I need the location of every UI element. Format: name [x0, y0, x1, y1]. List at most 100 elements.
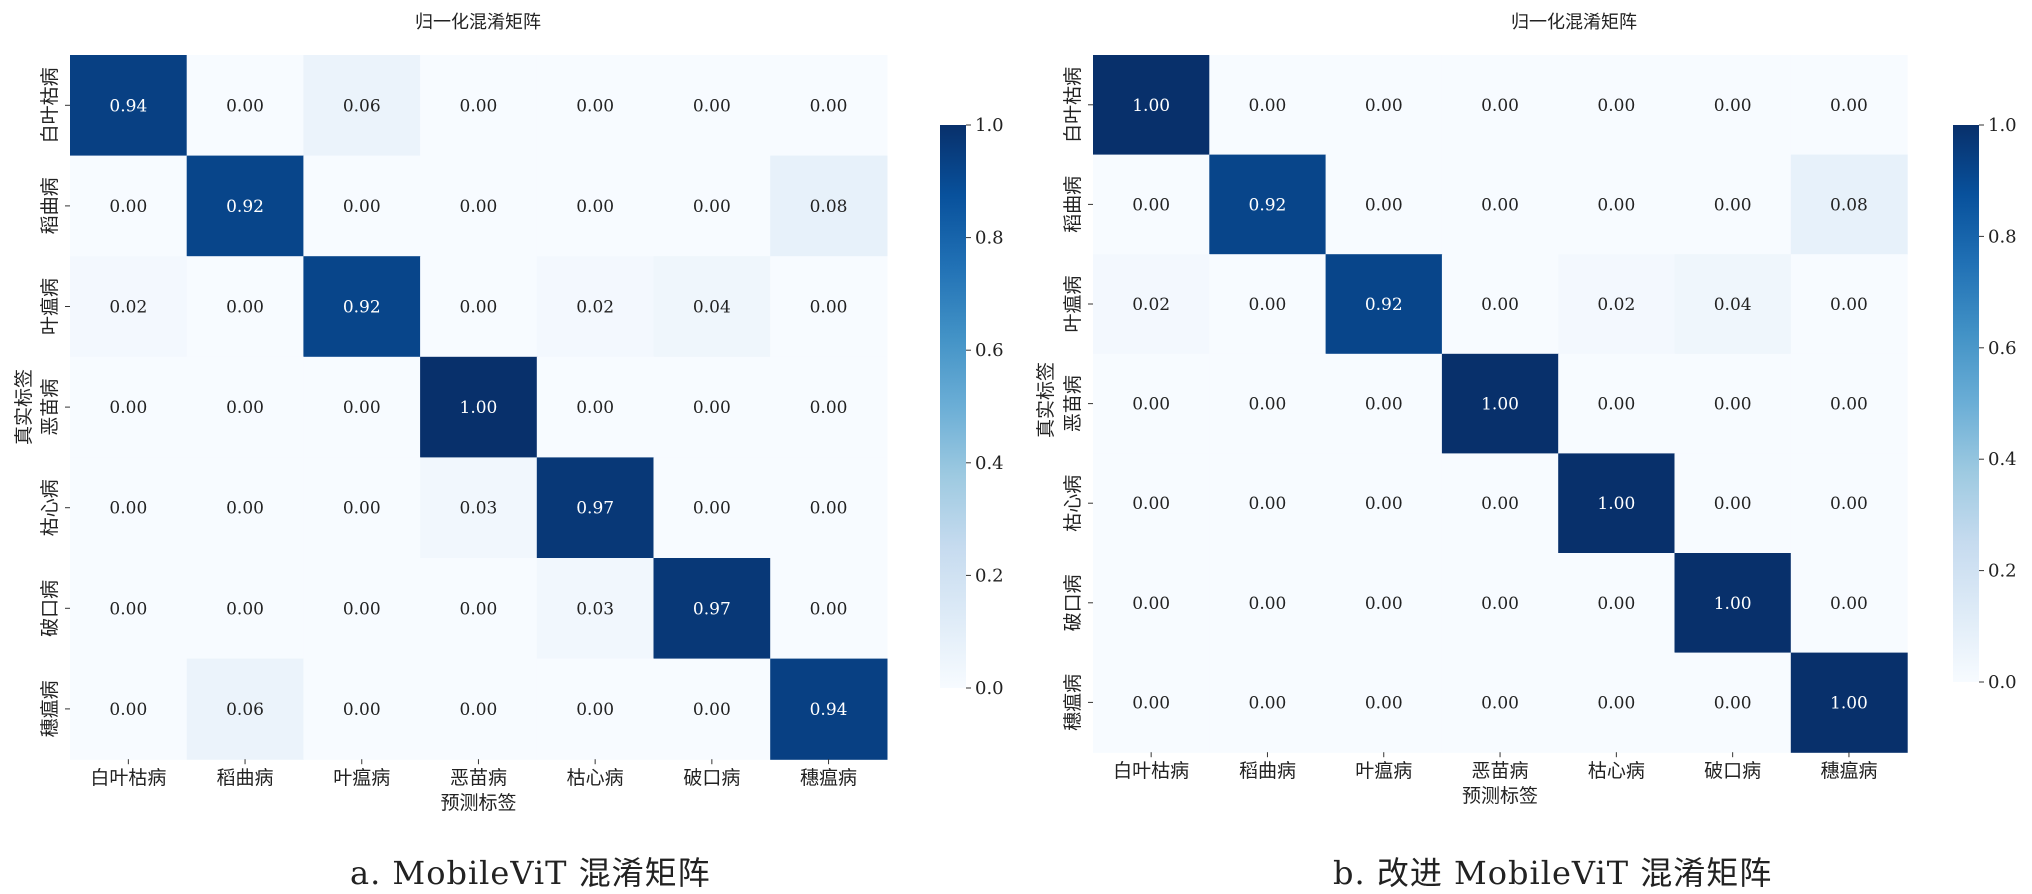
- heatmap-cell: [1209, 652, 1327, 753]
- cell-value-label: 0.02: [1132, 295, 1170, 315]
- heatmap-cell: [770, 457, 888, 559]
- heatmap-cell: [1558, 353, 1676, 454]
- heatmap-cell: [186, 55, 304, 157]
- cell-value-label: 0.00: [1365, 594, 1403, 614]
- heatmap-panel-a: 归一化混淆矩阵 0.94 0.00 0.06 0.00 0.00 0.00 0.00 0.00 0…: [13, 12, 1004, 814]
- caption-b: b. 改进 MobileViT 混淆矩阵: [1333, 854, 1773, 892]
- cell-value-label: 0.00: [109, 197, 147, 217]
- x-tick-label: 恶苗病: [450, 767, 507, 789]
- y-tick-label: 稻曲病: [1062, 176, 1084, 233]
- cell-value-label: 0.00: [1132, 395, 1170, 415]
- cell-value-label: 0.00: [1481, 693, 1519, 713]
- x-tick-label: 破口病: [683, 767, 740, 789]
- cell-value-label: 0.00: [1597, 693, 1635, 713]
- heatmap-cell: [653, 256, 771, 358]
- cell-value-label: 0.00: [1597, 594, 1635, 614]
- colorbar-tick-label: 0.0: [975, 678, 1004, 699]
- cell-value-label: 0.00: [1132, 594, 1170, 614]
- cell-value-label: 0.02: [1597, 295, 1635, 315]
- heatmap-cell: [70, 55, 188, 157]
- heatmap-cell: [186, 356, 304, 458]
- x-tick-label: 白叶枯病: [1113, 760, 1189, 782]
- heatmap-cell: [1209, 353, 1327, 454]
- heatmap-cell: [420, 356, 538, 458]
- x-tick-label: 恶苗病: [1472, 760, 1529, 782]
- cell-value-label: 0.00: [109, 398, 147, 418]
- colorbar-tick-label: 0.8: [975, 228, 1004, 249]
- cell-value-label: 0.00: [109, 700, 147, 720]
- cell-value-label: 0.00: [460, 599, 498, 619]
- heatmap-cell: [1441, 652, 1559, 753]
- y-tick-label: 叶瘟病: [39, 278, 61, 335]
- heatmap-cell: [1093, 254, 1210, 355]
- heatmap-cell: [536, 658, 655, 760]
- heatmap-cell: [1790, 652, 1908, 753]
- heatmap-cell: [1325, 453, 1443, 554]
- heatmap-cell: [1441, 55, 1559, 156]
- cell-value-label: 0.00: [1365, 195, 1403, 215]
- cell-value-label: 0.00: [1132, 494, 1170, 514]
- cell-value-label: 0.00: [1249, 494, 1287, 514]
- heatmap-cell: [536, 155, 655, 257]
- cell-value-label: 0.00: [810, 96, 848, 116]
- cell-value-label: 0.00: [576, 700, 614, 720]
- cell-value-label: 0.02: [576, 298, 614, 318]
- cell-value-label: 0.06: [226, 700, 264, 720]
- cell-value-label: 0.94: [810, 700, 848, 720]
- cell-value-label: 0.00: [1714, 494, 1752, 514]
- heatmap-cell: [420, 155, 538, 257]
- cell-value-label: 1.00: [1597, 494, 1635, 514]
- heatmap-cell: [770, 155, 888, 257]
- heatmap-cell: [1558, 254, 1676, 355]
- x-tick-label: 穗瘟病: [800, 767, 857, 789]
- cell-value-label: 0.00: [1132, 195, 1170, 215]
- heatmap-cell: [1790, 453, 1908, 554]
- heatmap-cell: [303, 558, 421, 660]
- y-tick-label: 恶苗病: [39, 379, 61, 436]
- cell-value-label: 0.00: [1481, 295, 1519, 315]
- heatmap-cell: [1674, 55, 1792, 156]
- heatmap-cell: [70, 457, 188, 559]
- heatmap-cell: [1790, 55, 1908, 156]
- cell-value-label: 0.00: [343, 499, 381, 519]
- colorbar-tick-label: 1.0: [1988, 115, 2017, 136]
- y-tick-label: 破口病: [39, 580, 61, 637]
- cell-value-label: 0.00: [693, 96, 731, 116]
- heatmap-cell: [1093, 553, 1210, 654]
- cell-value-label: 0.00: [460, 96, 498, 116]
- heatmap-cell: [536, 558, 655, 660]
- heatmap-cell: [770, 658, 888, 760]
- colorbar-tick-label: 0.6: [1988, 338, 2017, 359]
- chart-title: 归一化混淆矩阵: [415, 12, 541, 33]
- cell-value-label: 0.00: [460, 700, 498, 720]
- cell-value-label: 0.04: [1714, 295, 1752, 315]
- y-tick-label: 穗瘟病: [1062, 674, 1084, 731]
- heatmap-cell: [1325, 553, 1443, 654]
- colorbar: [1953, 125, 1979, 682]
- cell-value-label: 0.00: [343, 599, 381, 619]
- heatmap-cell: [70, 256, 188, 358]
- heatmap-cell: [70, 155, 188, 257]
- cell-value-label: 0.00: [343, 398, 381, 418]
- cell-value-label: 0.08: [810, 197, 848, 217]
- cell-value-label: 0.00: [1249, 295, 1287, 315]
- y-tick-label: 白叶枯病: [1062, 67, 1084, 143]
- heatmap-cell: [1209, 254, 1327, 355]
- cell-value-label: 1.00: [1714, 594, 1752, 614]
- cell-value-label: 0.00: [1249, 693, 1287, 713]
- cell-value-label: 0.97: [693, 599, 731, 619]
- cell-value-label: 0.00: [810, 599, 848, 619]
- x-tick-label: 穗瘟病: [1820, 760, 1877, 782]
- heatmap-cell: [186, 457, 304, 559]
- cell-value-label: 0.92: [1249, 195, 1287, 215]
- heatmap-cell: [1209, 553, 1327, 654]
- heatmap-cell: [1790, 553, 1908, 654]
- cell-value-label: 0.92: [1365, 295, 1403, 315]
- colorbar: [940, 125, 966, 688]
- y-tick-label: 白叶枯病: [39, 67, 61, 143]
- heatmap-cell: [1209, 154, 1327, 255]
- cell-value-label: 0.00: [693, 700, 731, 720]
- cell-value-label: 1.00: [1481, 395, 1519, 415]
- heatmap-cell: [770, 558, 888, 660]
- heatmap-cell: [653, 457, 771, 559]
